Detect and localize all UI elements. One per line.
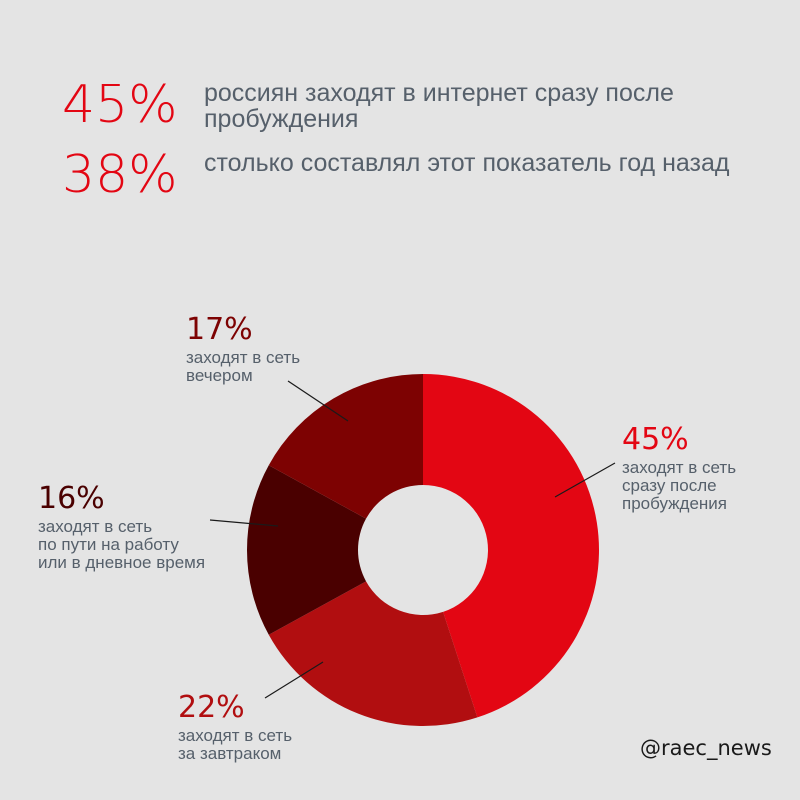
donut-slice-1 xyxy=(423,374,599,718)
stat-text-last-year: столько составлял этот показатель год на… xyxy=(204,149,730,177)
stat-value-last-year: 38% xyxy=(62,145,178,205)
slice-desc-label-2: за завтраком xyxy=(178,744,281,763)
donut-slice-2 xyxy=(268,581,478,726)
leader-line-4 xyxy=(287,380,349,422)
slice-desc-label-1: пробуждения xyxy=(622,494,727,513)
slice-value-label-4: 17% xyxy=(186,312,253,347)
slice-desc-label-3: или в дневное время xyxy=(38,553,205,572)
stat-row-last-year: 38% столько составлял этот показатель го… xyxy=(62,148,764,202)
slice-value-label-2: 22% xyxy=(178,690,245,725)
slice-desc-label-3: заходят в сеть xyxy=(38,517,152,536)
stat-row-current: 45% россиян заходят в интернет сразу пос… xyxy=(62,78,764,132)
slice-desc-label-3: по пути на работу xyxy=(38,535,179,554)
social-handle: @raec_news xyxy=(640,736,772,760)
slice-desc-label-2: заходят в сеть xyxy=(178,726,292,745)
slice-value-label-1: 45% xyxy=(622,422,689,457)
slice-desc-label-1: сразу после xyxy=(622,476,717,495)
donut-slice-3 xyxy=(246,465,367,635)
stat-value-current: 45% xyxy=(62,75,178,135)
stat-text-current: россиян заходят в интернет сразу после п… xyxy=(204,79,674,133)
slice-desc-label-4: заходят в сеть xyxy=(186,348,300,367)
leader-line-3 xyxy=(209,519,279,527)
slice-desc-label-1: заходят в сеть xyxy=(622,458,736,477)
donut-slice-4 xyxy=(268,374,423,519)
slice-desc-label-4: вечером xyxy=(186,366,253,385)
leader-line-1 xyxy=(554,462,616,498)
leader-line-2 xyxy=(264,661,324,699)
slice-value-label-3: 16% xyxy=(38,481,105,516)
